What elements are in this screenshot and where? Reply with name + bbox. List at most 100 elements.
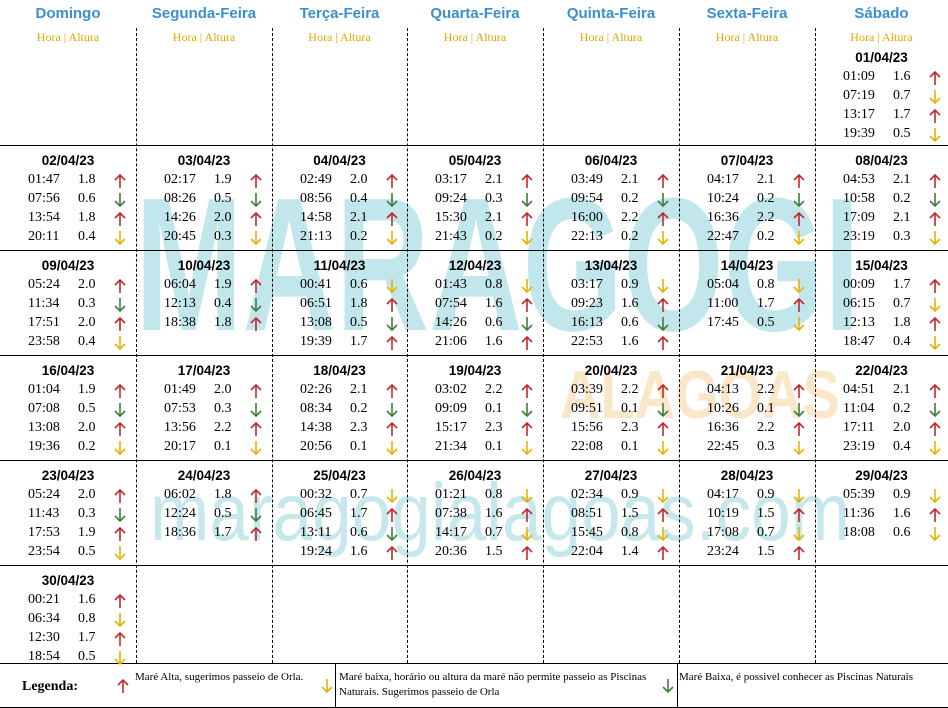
tide-time: 07:38 (435, 506, 467, 521)
arrow-down (657, 231, 669, 246)
arrow-up (657, 383, 669, 398)
tide-height: 0.7 (350, 487, 368, 502)
tide-height: 2.3 (350, 420, 368, 435)
tide-height: 0.3 (214, 229, 232, 244)
tide-time: 01:04 (28, 382, 60, 397)
tide-time: 12:13 (164, 296, 196, 311)
tide-time: 10:19 (707, 506, 739, 521)
tide-time: 04:13 (707, 382, 739, 397)
tide-height: 0.7 (757, 525, 775, 540)
date: 07/04/23 (720, 153, 774, 168)
tide-time: 18:47 (843, 334, 875, 349)
tide-time: 19:39 (843, 126, 875, 141)
column-divider (543, 28, 544, 663)
tide-height: 0.5 (78, 649, 96, 664)
arrow-down (929, 441, 941, 456)
arrow-up (521, 383, 533, 398)
date: 20/04/23 (584, 363, 638, 378)
row-divider (0, 145, 948, 146)
date: 18/04/23 (313, 363, 366, 378)
tide-time: 18:36 (164, 525, 196, 540)
tide-time: 13:08 (28, 420, 60, 435)
tide-time: 05:24 (28, 277, 60, 292)
tide-time: 19:36 (28, 439, 60, 454)
tide-height: 1.5 (621, 506, 639, 521)
arrow-down (657, 279, 669, 294)
date: 05/04/23 (448, 153, 502, 168)
arrow-down (929, 298, 941, 313)
arrow-down (114, 546, 126, 561)
tide-time: 11:00 (707, 296, 739, 311)
arrow-up (521, 297, 533, 312)
arrow-up (521, 173, 533, 188)
tide-time: 23:19 (843, 439, 875, 454)
tide-height: 0.9 (621, 277, 639, 292)
arrow-up (929, 173, 941, 188)
arrow-up (250, 278, 262, 293)
arrow-down (386, 317, 398, 332)
tide-height: 0.8 (621, 525, 639, 540)
arrow-up (250, 211, 262, 226)
tide-height: 0.6 (350, 525, 368, 540)
arrow-up (521, 545, 533, 560)
tide-time: 17:08 (707, 525, 739, 540)
tide-height: 0.5 (78, 401, 96, 416)
arrow-down (386, 231, 398, 246)
tide-time: 10:24 (707, 191, 739, 206)
tide-height: 0.2 (621, 191, 639, 206)
tide-height: 1.5 (757, 544, 775, 559)
tide-time: 06:51 (300, 296, 332, 311)
tide-height: 0.3 (78, 506, 96, 521)
tide-height: 0.9 (621, 487, 639, 502)
watermark-text: ALAGOAS (560, 357, 840, 433)
tide-height: 0.6 (893, 525, 911, 540)
tide-time: 06:34 (28, 611, 60, 626)
weekday-header: Segunda-Feira (151, 5, 257, 22)
tide-height: 0.5 (214, 191, 232, 206)
tide-time: 23:19 (843, 229, 875, 244)
tide-height: 0.6 (621, 315, 639, 330)
tide-height: 0.8 (485, 487, 503, 502)
tide-time: 03:39 (571, 382, 603, 397)
tide-height: 2.1 (621, 172, 639, 187)
tide-time: 00:21 (28, 592, 60, 607)
tide-time: 00:41 (300, 277, 332, 292)
date: 16/04/23 (41, 363, 95, 378)
arrow-up (657, 173, 669, 188)
arrow-down (521, 489, 533, 504)
arrow-up (250, 526, 262, 541)
arrow-up (929, 383, 941, 398)
arrow-up (521, 211, 533, 226)
legend-divider (677, 663, 678, 707)
arrow-up (657, 297, 669, 312)
tide-height: 1.6 (78, 592, 96, 607)
tide-time: 21:13 (300, 229, 332, 244)
date: 12/04/23 (448, 258, 502, 273)
arrow-down (386, 279, 398, 294)
tide-time: 03:02 (435, 382, 467, 397)
tide-height: 0.3 (757, 439, 775, 454)
tide-time: 01:21 (435, 487, 467, 502)
tide-height: 1.7 (757, 296, 775, 311)
tide-time: 06:02 (164, 487, 196, 502)
tide-height: 0.1 (757, 401, 775, 416)
date: 11/04/23 (313, 258, 366, 273)
arrow-up (929, 421, 941, 436)
tide-time: 21:06 (435, 334, 467, 349)
row-divider (0, 250, 948, 251)
tide-time: 11:36 (843, 506, 875, 521)
tide-time: 07:53 (164, 401, 196, 416)
weekday-header: Domingo (35, 5, 101, 22)
tide-height: 1.8 (78, 172, 96, 187)
arrow-down (250, 298, 262, 313)
arrow-down (929, 128, 941, 143)
tide-height: 1.7 (350, 506, 368, 521)
tide-time: 11:34 (28, 296, 60, 311)
tide-height: 0.5 (350, 315, 368, 330)
arrow-up (250, 316, 262, 331)
arrow-up (386, 545, 398, 560)
tide-time: 02:17 (164, 172, 196, 187)
tide-height: 0.3 (214, 401, 232, 416)
arrow-down (250, 403, 262, 418)
